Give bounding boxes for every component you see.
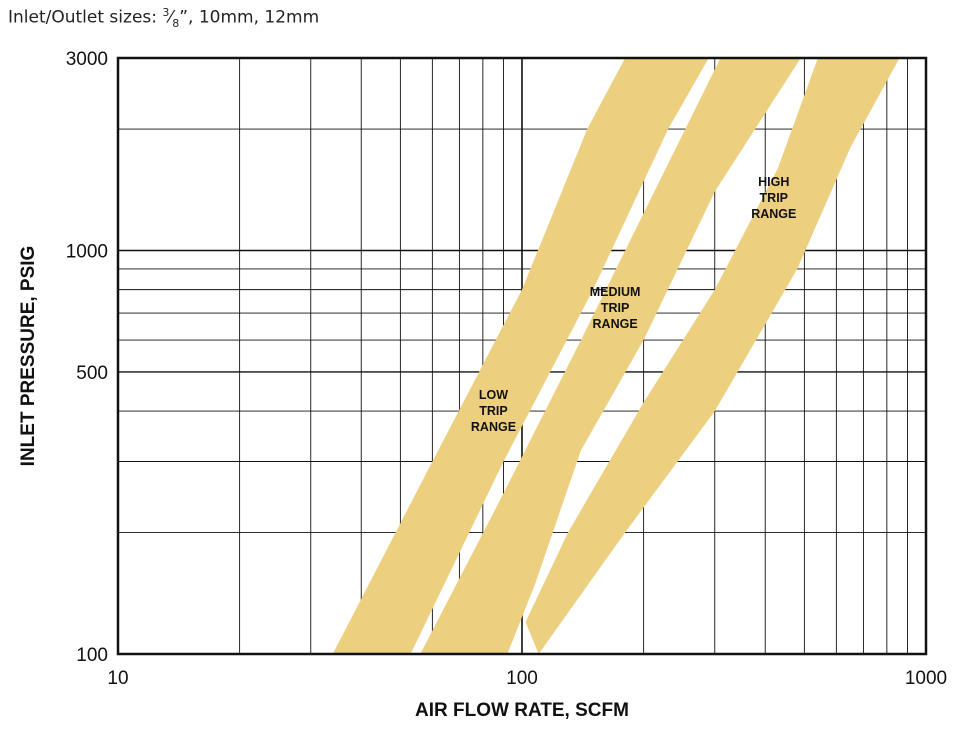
y-tick-label: 3000 bbox=[66, 49, 108, 70]
band-medium bbox=[420, 58, 801, 654]
x-tick-label: 1000 bbox=[905, 668, 947, 689]
y-axis-title: INLET PRESSURE, PSIG bbox=[18, 246, 39, 467]
trip-range-bands bbox=[332, 58, 900, 654]
subtitle-prefix: Inlet/Outlet sizes: bbox=[8, 7, 163, 28]
band-label-line: RANGE bbox=[593, 317, 638, 331]
fraction-slash: ⁄ bbox=[169, 7, 173, 28]
y-tick-label: 1000 bbox=[66, 242, 108, 263]
band-label-line: RANGE bbox=[751, 207, 796, 221]
band-low bbox=[332, 58, 709, 654]
fraction-denominator: 8 bbox=[172, 17, 180, 31]
plot-frame bbox=[116, 56, 928, 656]
band-label-line: TRIP bbox=[479, 404, 507, 418]
x-tick-label: 10 bbox=[107, 668, 128, 689]
band-label-line: RANGE bbox=[471, 420, 516, 434]
y-tick-label: 500 bbox=[76, 363, 108, 384]
band-labels: LOW TRIP RANGE MEDIUM TRIP RANGE HIGH TRIP RANGE bbox=[471, 175, 796, 434]
band-high bbox=[525, 58, 900, 654]
band-label-line: HIGH bbox=[758, 175, 789, 189]
subtitle-suffix: ”, 10mm, 12mm bbox=[179, 7, 320, 28]
fraction-numerator: 3 bbox=[162, 6, 170, 19]
x-tick-label: 100 bbox=[506, 668, 538, 689]
band-label-line: LOW bbox=[479, 388, 508, 402]
band-label-line: TRIP bbox=[760, 191, 788, 205]
chart-subtitle: Inlet/Outlet sizes: 3⁄8”, 10mm, 12mm bbox=[8, 6, 319, 30]
y-tick-label: 100 bbox=[76, 645, 108, 666]
band-label-line: MEDIUM bbox=[590, 285, 641, 299]
x-axis-title: AIR FLOW RATE, SCFM bbox=[415, 700, 629, 721]
band-label-line: TRIP bbox=[601, 301, 629, 315]
